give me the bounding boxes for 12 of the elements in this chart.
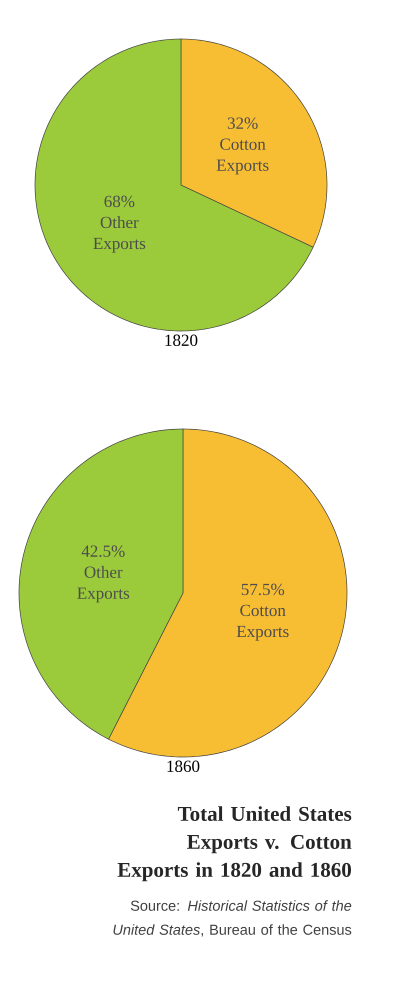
slice-label: Cotton Exports: [216, 138, 268, 174]
data-label: 68%: [104, 196, 134, 208]
slice-label: Other Exports: [93, 216, 146, 253]
source-note: Source: Historical Statistics of the United States, Bureau of the Census: [113, 900, 352, 937]
text: 1820: [165, 334, 198, 346]
data-label: 42.5%: [82, 545, 125, 557]
slice-label: Other Exports: [77, 566, 130, 602]
text: Total United States Exports v. Cotton Exports in 1820 and 1860: [118, 806, 352, 882]
slice-label: Cotton Exports: [236, 604, 289, 641]
data-label: 32%: [228, 117, 258, 129]
text: 1860: [167, 760, 200, 772]
data-label: 57.5%: [242, 584, 284, 596]
